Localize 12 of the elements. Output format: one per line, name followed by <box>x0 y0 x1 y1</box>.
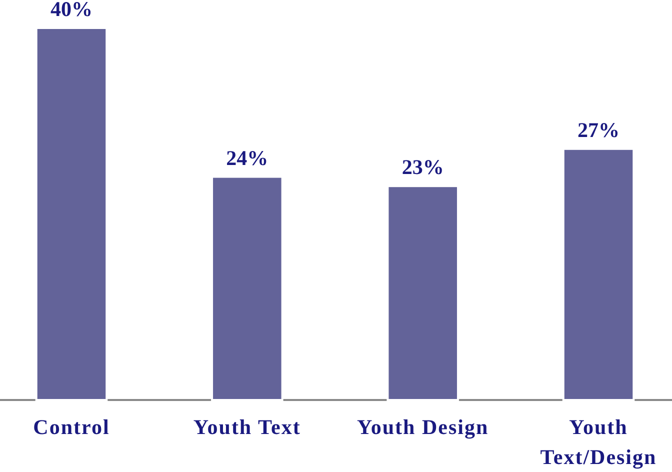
x-tick-label: Youth Design <box>357 415 489 439</box>
x-tick-label: Control <box>33 415 110 439</box>
x-tick-label: Youth Text <box>193 415 301 439</box>
data-label: 23% <box>402 155 444 180</box>
x-tick-label: Youth Text/Design <box>540 415 657 469</box>
data-label: 27% <box>578 118 620 142</box>
data-label: 40% <box>50 0 92 21</box>
bar <box>562 148 635 401</box>
bar <box>35 27 108 401</box>
data-label: 24% <box>226 146 268 170</box>
bar <box>211 176 284 401</box>
bar <box>386 185 459 401</box>
